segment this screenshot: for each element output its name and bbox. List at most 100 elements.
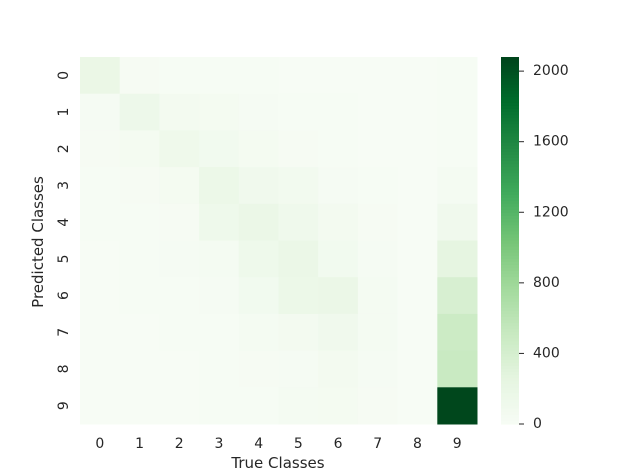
heatmap-cell-0-6	[318, 57, 359, 95]
colorbar-segment	[501, 347, 519, 352]
colorbar-segment	[501, 176, 519, 180]
heatmap-cell-7-4	[238, 313, 279, 352]
heatmap-cell-5-9	[437, 240, 478, 278]
heatmap-cell-6-9	[437, 277, 478, 315]
heatmap-cell-9-8	[397, 387, 438, 425]
heatmap-cells	[80, 57, 478, 425]
colorbar-segment	[501, 298, 519, 303]
colorbar-segment	[501, 93, 519, 98]
heatmap-cell-9-9	[437, 387, 478, 425]
heatmap-cell-0-7	[357, 57, 399, 95]
colorbar-segment	[501, 72, 519, 76]
heatmap-cell-1-9	[437, 93, 478, 131]
heatmap-cell-0-8	[397, 57, 438, 95]
x-tick-label: 4	[254, 436, 263, 452]
heatmap-cell-8-3	[199, 350, 240, 388]
colorbar-segment	[501, 359, 519, 364]
heatmap-cell-8-0	[80, 350, 121, 388]
x-tick-label: 5	[294, 436, 303, 452]
heatmap-cell-1-2	[159, 93, 200, 131]
colorbar-segment	[501, 148, 519, 153]
heatmap-cell-2-9	[437, 130, 478, 168]
heatmap-cell-4-5	[278, 203, 319, 241]
heatmap-cell-8-6	[318, 350, 359, 388]
colorbar-segment	[501, 414, 519, 419]
colorbar-segment	[501, 170, 519, 174]
heatmap-cell-9-7	[357, 387, 399, 425]
heatmap-cell-0-1	[119, 57, 160, 95]
heatmap-cell-8-8	[397, 350, 438, 388]
colorbar-segment	[501, 274, 519, 278]
colorbar-segment	[501, 81, 519, 86]
colorbar-segment	[501, 160, 519, 165]
heatmap-cell-2-2	[159, 130, 200, 168]
colorbar-segment	[501, 84, 519, 89]
heatmap-cell-9-0	[80, 387, 121, 425]
heatmap-cell-7-0	[80, 313, 121, 352]
heatmap-cell-3-4	[238, 167, 279, 205]
heatmap-cell-2-6	[318, 130, 359, 168]
y-tick-label: 9	[56, 401, 72, 410]
heatmap-cell-1-8	[397, 93, 438, 131]
y-tick-label: 8	[56, 364, 72, 373]
colorbar-segment	[501, 142, 519, 147]
y-tick-label: 0	[56, 71, 72, 80]
colorbar-segment	[501, 164, 519, 168]
colorbar: 0 400 800 1200 1600 2000	[501, 57, 569, 432]
colorbar-segment	[501, 231, 519, 235]
heatmap-cell-1-6	[318, 93, 359, 131]
colorbar-segment	[501, 194, 519, 199]
colorbar-segment	[501, 375, 519, 379]
colorbar-segment	[501, 420, 519, 425]
colorbar-segment	[501, 356, 519, 361]
heatmap-cell-5-4	[238, 240, 279, 278]
heatmap-cell-5-3	[199, 240, 240, 278]
heatmap-cell-2-0	[80, 130, 121, 168]
colorbar-segment	[501, 157, 519, 162]
heatmap-cell-6-5	[278, 277, 319, 315]
heatmap-cell-9-4	[238, 387, 279, 425]
heatmap-cell-8-2	[159, 350, 200, 388]
colorbar-segment	[501, 399, 519, 404]
heatmap-cell-4-4	[238, 203, 279, 241]
heatmap-cell-9-5	[278, 387, 319, 425]
colorbar-segment	[501, 108, 519, 113]
heatmap-cell-8-9	[437, 350, 478, 388]
x-tick-label: 7	[373, 436, 382, 452]
heatmap-cell-1-7	[357, 93, 399, 131]
colorbar-segment	[501, 188, 519, 193]
colorbar-segment	[501, 112, 519, 116]
heatmap-cell-5-1	[119, 240, 160, 278]
colorbar-segment	[501, 216, 519, 220]
colorbar-segment	[501, 277, 519, 281]
heatmap-cell-6-7	[357, 277, 399, 315]
heatmap-cell-9-2	[159, 387, 200, 425]
colorbar-segment	[501, 396, 519, 401]
colorbar-segment	[501, 212, 519, 217]
heatmap-cell-4-2	[159, 203, 200, 241]
heatmap-cell-7-6	[318, 313, 359, 352]
colorbar-segment	[501, 283, 519, 287]
x-tick-label: 2	[175, 436, 184, 452]
colorbar-segment	[501, 182, 519, 187]
colorbar-segment	[501, 252, 519, 257]
heatmap-cell-2-4	[238, 130, 279, 168]
colorbar-segment	[501, 219, 519, 223]
heatmap-cell-2-5	[278, 130, 319, 168]
colorbar-tick-label: 1200	[533, 204, 569, 220]
heatmap-cell-6-8	[397, 277, 438, 315]
colorbar-segment	[501, 329, 519, 333]
colorbar-segment	[501, 173, 519, 177]
colorbar-segment	[501, 90, 519, 95]
heatmap-cell-8-1	[119, 350, 160, 388]
colorbar-segment	[501, 139, 519, 144]
colorbar-segment	[501, 197, 519, 202]
x-tick-label: 8	[413, 436, 422, 452]
heatmap-cell-4-9	[437, 203, 478, 241]
heatmap-cell-2-1	[119, 130, 160, 168]
x-tick-label: 9	[453, 436, 462, 452]
colorbar-segment	[501, 243, 519, 248]
colorbar-segment	[501, 301, 519, 306]
colorbar-segment	[501, 246, 519, 251]
colorbar-tick-label: 1600	[533, 134, 569, 150]
